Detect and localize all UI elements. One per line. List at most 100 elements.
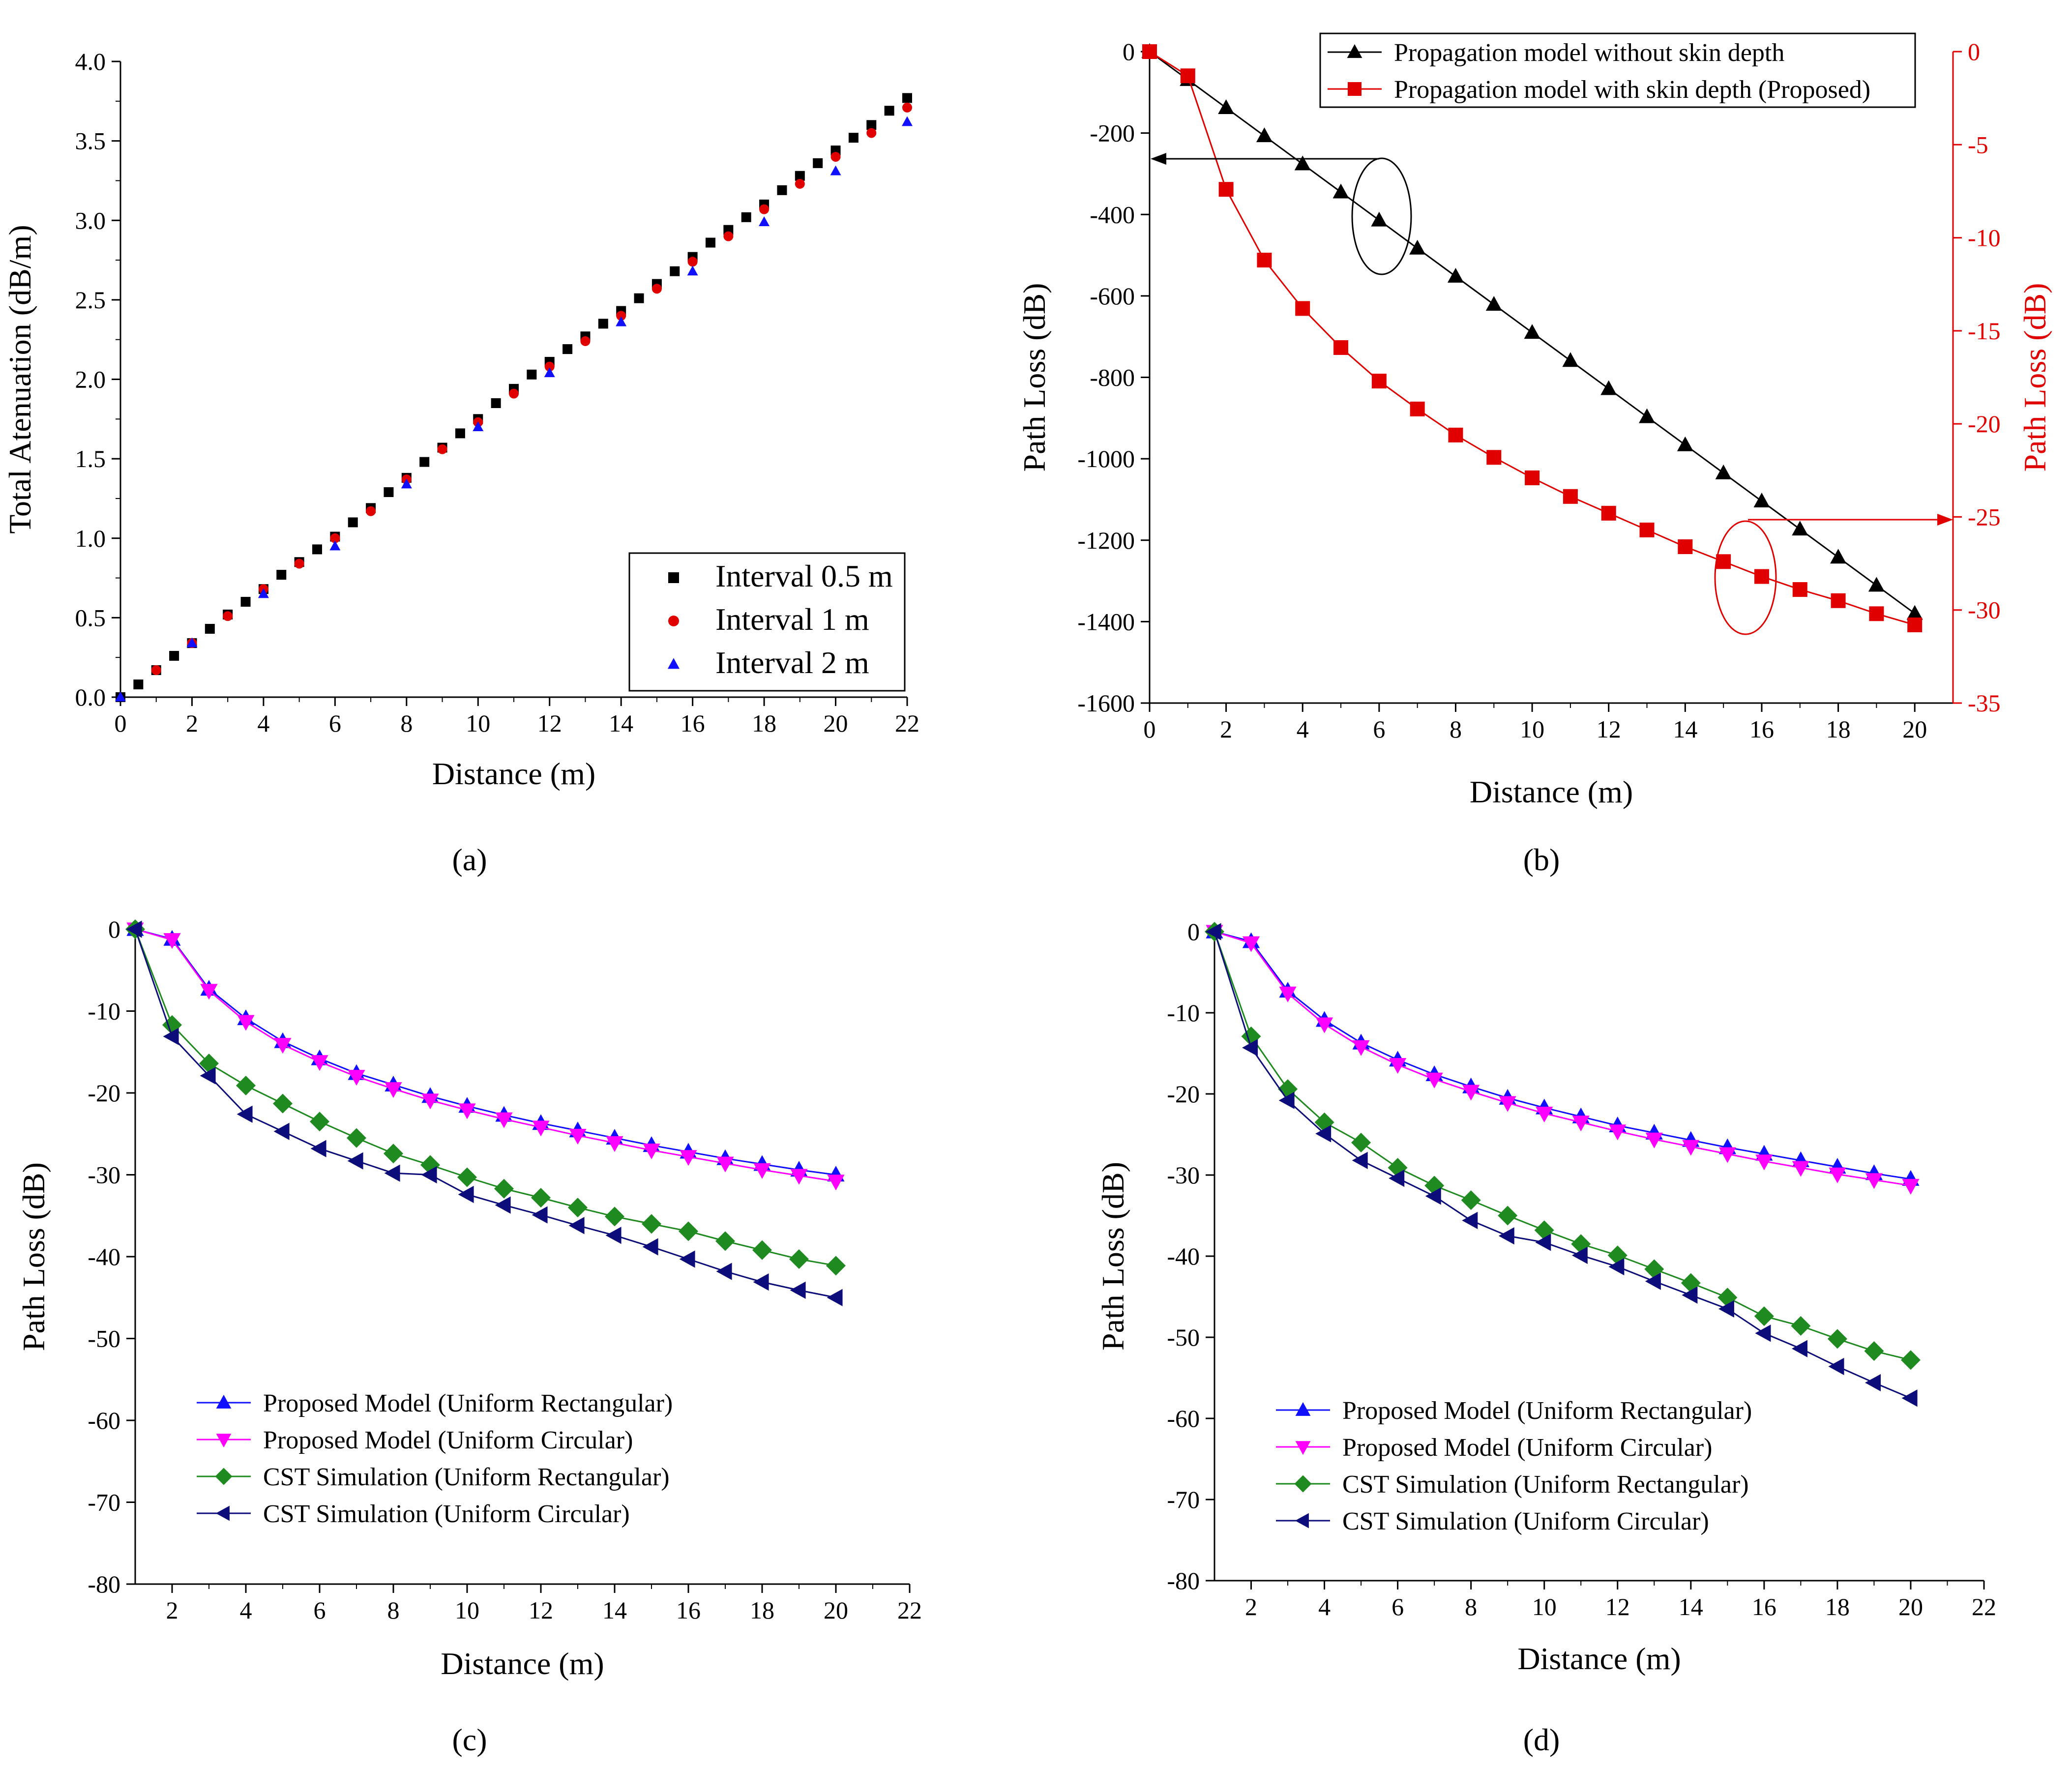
y2-tick-label: -5 bbox=[1968, 131, 1988, 158]
x-tick-label: 6 bbox=[329, 709, 341, 737]
series-line-0 bbox=[1214, 931, 1911, 1180]
y-tick-label: 0 bbox=[108, 915, 120, 943]
data-point bbox=[830, 151, 841, 162]
legend-label-2: Interval 2 m bbox=[715, 645, 869, 680]
data-point bbox=[312, 544, 322, 555]
y-tick-label: -30 bbox=[88, 1161, 120, 1189]
data-point bbox=[605, 1227, 622, 1244]
data-point bbox=[1242, 1039, 1258, 1057]
legend-label-1: Proposed Model (Uniform Circular) bbox=[263, 1426, 633, 1454]
x-axis-title: Distance (m) bbox=[1470, 774, 1633, 809]
y-tick-label: -80 bbox=[1167, 1567, 1200, 1594]
x-tick-label: 16 bbox=[1749, 715, 1774, 743]
data-point bbox=[1315, 1125, 1332, 1143]
caption-a: (a) bbox=[452, 842, 487, 877]
data-point bbox=[1462, 1085, 1480, 1101]
data-point bbox=[1351, 1133, 1371, 1152]
legend-label-3: CST Simulation (Uniform Circular) bbox=[1342, 1507, 1709, 1535]
data-point bbox=[1900, 1350, 1921, 1370]
y-tick-label: -600 bbox=[1090, 282, 1135, 310]
y-tick-label: -1400 bbox=[1077, 608, 1135, 635]
data-point bbox=[813, 158, 823, 168]
x-tick-label: 18 bbox=[750, 1596, 774, 1624]
data-point bbox=[495, 1112, 513, 1128]
legend-marker-0 bbox=[668, 572, 679, 583]
data-point bbox=[532, 1120, 550, 1137]
data-point bbox=[1609, 1124, 1627, 1141]
data-point bbox=[605, 1207, 624, 1227]
data-point bbox=[826, 1256, 846, 1276]
data-point bbox=[200, 984, 218, 1000]
y-axis-title: Path Loss (dB) bbox=[16, 1162, 51, 1351]
x-tick-label: 18 bbox=[1825, 1593, 1850, 1620]
data-point bbox=[1218, 182, 1234, 197]
data-point bbox=[580, 336, 591, 346]
data-point bbox=[687, 257, 698, 267]
data-point bbox=[348, 517, 358, 528]
chart-d: 2 4 6 8 10 12 14 16 18 20 22 0 -10 -20 -30 -40 -50 -60 -70… bbox=[1095, 918, 1996, 1676]
data-point bbox=[642, 1238, 658, 1256]
x-tick-label: 16 bbox=[1752, 1593, 1776, 1620]
data-point bbox=[777, 185, 787, 195]
y-tick-label: 0.0 bbox=[75, 683, 106, 711]
data-point bbox=[1486, 450, 1502, 465]
data-point bbox=[1371, 374, 1387, 389]
data-point bbox=[651, 284, 662, 294]
data-point bbox=[716, 1156, 734, 1173]
y-tick-label: -40 bbox=[88, 1243, 120, 1270]
data-point bbox=[569, 1128, 587, 1145]
x-tick-label: 16 bbox=[676, 1596, 701, 1624]
data-point bbox=[347, 1152, 363, 1170]
data-point bbox=[1409, 239, 1426, 255]
legend-label-1: Proposed Model (Uniform Circular) bbox=[1342, 1434, 1712, 1462]
data-point bbox=[1498, 1227, 1514, 1245]
data-point bbox=[1645, 1132, 1663, 1148]
y-tick-label: 0 bbox=[1123, 38, 1135, 65]
y-tick-label: 0 bbox=[1187, 918, 1200, 945]
data-point bbox=[347, 1128, 366, 1148]
data-point bbox=[126, 920, 142, 938]
data-point bbox=[223, 611, 233, 621]
data-point bbox=[1315, 1017, 1333, 1033]
data-point bbox=[330, 533, 340, 543]
data-point bbox=[790, 1281, 806, 1299]
x-axis-title: Distance (m) bbox=[441, 1646, 604, 1681]
data-point bbox=[310, 1140, 326, 1157]
data-point bbox=[902, 102, 912, 113]
data-point bbox=[1498, 1206, 1518, 1226]
data-point bbox=[1639, 408, 1656, 423]
x-tick-label: 6 bbox=[1391, 1593, 1404, 1620]
data-point bbox=[1295, 301, 1310, 316]
legend-marker-2 bbox=[1294, 1475, 1312, 1493]
data-point bbox=[1827, 1329, 1847, 1349]
x-tick-label: 12 bbox=[529, 1596, 553, 1624]
data-point bbox=[634, 293, 644, 303]
data-point bbox=[1716, 554, 1731, 569]
legend-label-0: Interval 0.5 m bbox=[715, 559, 893, 593]
data-point bbox=[1563, 489, 1578, 504]
data-point bbox=[1645, 1272, 1661, 1290]
legend-marker-1 bbox=[1348, 82, 1362, 96]
data-point bbox=[527, 369, 537, 380]
data-point bbox=[680, 1150, 697, 1166]
data-point bbox=[790, 1169, 808, 1185]
x-tick-label: 2 bbox=[186, 709, 198, 737]
legend-marker-2 bbox=[667, 658, 680, 669]
y-tick-label: -20 bbox=[1167, 1080, 1200, 1108]
data-point bbox=[276, 570, 287, 580]
chart-c: 2 4 6 8 10 12 14 16 18 20 22 0 -10 -20 -30 -40 -50 -60 -70… bbox=[16, 915, 922, 1681]
series-line-1 bbox=[135, 928, 836, 1182]
data-point bbox=[1294, 155, 1311, 171]
x-tick-label: 8 bbox=[1465, 1593, 1477, 1620]
y-tick-label: 2.0 bbox=[75, 366, 106, 393]
y-axis-title: Path Loss (dB) bbox=[1095, 1162, 1130, 1351]
data-point bbox=[531, 1188, 551, 1208]
y2-tick-label: -30 bbox=[1968, 596, 2001, 624]
x-tick-label: 4 bbox=[1297, 715, 1309, 743]
data-point bbox=[1907, 618, 1923, 632]
data-point bbox=[902, 93, 912, 103]
data-point bbox=[491, 398, 501, 408]
data-point bbox=[789, 1249, 809, 1269]
data-point bbox=[1906, 605, 1923, 620]
